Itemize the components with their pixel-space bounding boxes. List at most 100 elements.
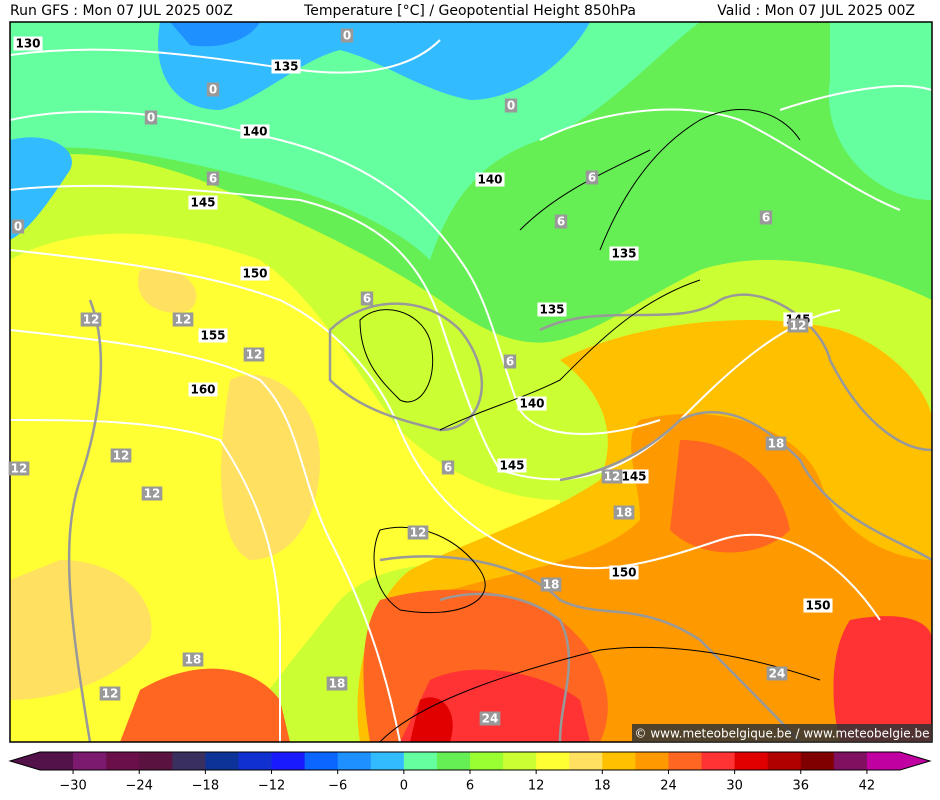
height-label-bg	[271, 59, 301, 74]
colorbar-swatch	[833, 752, 868, 770]
colorbar-swatch	[172, 752, 206, 770]
temperature-label-bg	[504, 98, 518, 113]
temperature-label-bg	[99, 686, 121, 701]
temperature-label-bg	[585, 170, 599, 185]
height-label-bg	[609, 246, 639, 261]
temperature-label: 24	[482, 712, 499, 726]
temperature-label-bg	[765, 436, 787, 451]
temperature-label: 12	[410, 526, 427, 540]
colorbar-swatch	[701, 752, 736, 770]
height-label: 145	[190, 196, 215, 210]
colorbar-swatch	[337, 752, 372, 770]
height-label-bg	[497, 458, 527, 473]
temperature-label: 6	[506, 355, 514, 369]
height-label-bg	[13, 36, 43, 51]
colorbar-tick-label: 18	[594, 779, 611, 794]
temperature-label: 0	[147, 111, 155, 125]
temperature-label: 18	[768, 437, 785, 451]
temperature-label: 18	[543, 578, 560, 592]
colorbar-end	[900, 752, 930, 770]
height-label-bg	[240, 124, 270, 139]
temperature-label: 6	[209, 172, 217, 186]
temperature-label: 0	[209, 83, 217, 97]
height-label: 145	[499, 459, 524, 473]
temperature-label-bg	[540, 577, 562, 592]
height-label: 150	[805, 599, 830, 613]
credit-box	[632, 724, 932, 742]
colorbar-swatch	[866, 752, 901, 770]
temperature-label: 12	[175, 313, 192, 327]
temperature-label: 18	[616, 506, 633, 520]
colorbar-tick-label: 30	[726, 779, 743, 794]
colorbar-end	[10, 752, 40, 770]
height-label: 140	[519, 397, 544, 411]
temperature-label: 0	[14, 220, 22, 234]
temperature-label-bg	[407, 525, 429, 540]
temperature-label-bg	[766, 666, 788, 681]
temperature-label: 6	[363, 292, 371, 306]
colorbar-tick-label: 12	[528, 779, 545, 794]
height-label: 145	[621, 470, 646, 484]
height-label: 140	[477, 173, 502, 187]
temperature-label-bg	[613, 505, 635, 520]
temperature-label: 12	[144, 487, 161, 501]
height-label-bg	[240, 266, 270, 281]
valid-info: Valid : Mon 07 JUL 2025 00Z	[717, 3, 915, 19]
map-title: Temperature [°C] / Geopotential Height 8…	[303, 3, 636, 19]
temperature-label-bg	[182, 652, 204, 667]
colorbar-tick-label: −18	[192, 779, 219, 794]
credit: © www.meteobelgique.be / www.meteobelgie…	[635, 727, 930, 741]
temperature-label: 12	[102, 687, 119, 701]
colorbar-swatch	[602, 752, 636, 770]
colorbar-swatch	[635, 752, 669, 770]
colorbar-swatch	[668, 752, 703, 770]
temperature-label-bg	[172, 312, 194, 327]
colorbar-swatch	[271, 752, 306, 770]
temperature-label: 6	[557, 215, 565, 229]
colorbar-swatch	[370, 752, 405, 770]
colorbar-swatch	[238, 752, 273, 770]
colorbar-swatch	[470, 752, 504, 770]
temperature-label-bg	[759, 210, 773, 225]
temperature-label: 6	[762, 211, 770, 225]
colorbar-swatch	[536, 752, 570, 770]
temperature-label-bg	[141, 486, 163, 501]
temperature-label-bg	[11, 219, 25, 234]
height-label-bg	[188, 195, 218, 210]
height-label-bg	[475, 172, 505, 187]
height-label: 135	[611, 247, 636, 261]
colorbar-swatch	[139, 752, 173, 770]
height-label: 140	[242, 125, 267, 139]
temperature-label-bg	[601, 469, 623, 484]
height-label-bg	[803, 598, 833, 613]
height-label-bg	[517, 396, 547, 411]
colorbar-outline	[8, 751, 932, 771]
colorbar-tick-label: −30	[59, 779, 86, 794]
height-label: 160	[190, 383, 215, 397]
temperature-label: 0	[343, 29, 351, 43]
colorbar-swatch	[767, 752, 802, 770]
temperature-label: 12	[113, 449, 130, 463]
temperature-label: 18	[329, 677, 346, 691]
temperature-label-bg	[441, 460, 455, 475]
height-label-bg	[609, 565, 639, 580]
temperature-label-bg	[787, 318, 809, 333]
height-label-bg	[188, 382, 218, 397]
temperature-label-bg	[8, 461, 30, 476]
colorbar-swatch	[569, 752, 603, 770]
colorbar-tick-label: −24	[126, 779, 153, 794]
temperature-label-bg	[110, 448, 132, 463]
colorbar-tick-label: 42	[859, 779, 876, 794]
temperature-label: 0	[507, 99, 515, 113]
height-label-bg	[198, 328, 228, 343]
temperature-label-bg	[144, 110, 158, 125]
height-label: 155	[200, 329, 225, 343]
map-frame	[9, 21, 933, 743]
temperature-label-bg	[479, 711, 501, 726]
temperature-label-bg	[360, 291, 374, 306]
colorbar-tick-label: −12	[258, 779, 285, 794]
colorbar-tick-label: 24	[660, 779, 677, 794]
colorbar-swatch	[800, 752, 835, 770]
height-label-bg	[619, 469, 649, 484]
